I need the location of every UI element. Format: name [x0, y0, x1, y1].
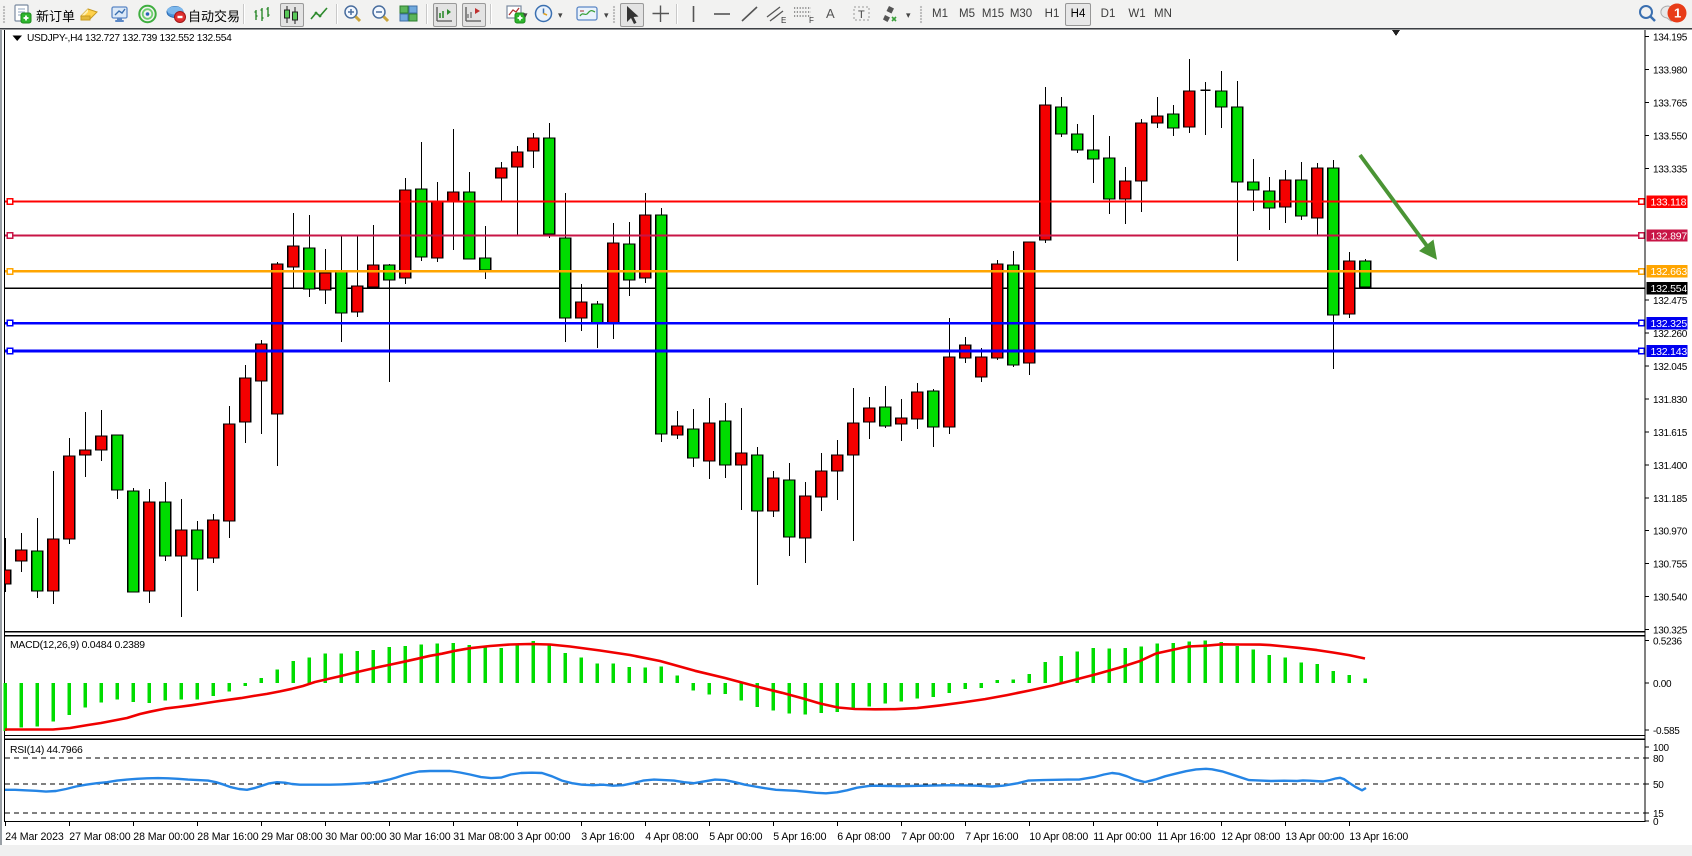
- svg-text:0.5236: 0.5236: [1653, 636, 1683, 647]
- svg-text:11 Apr 16:00: 11 Apr 16:00: [1157, 831, 1215, 843]
- svg-text:F: F: [809, 16, 814, 25]
- svg-text:27 Mar 08:00: 27 Mar 08:00: [69, 831, 130, 843]
- svg-text:11 Apr 00:00: 11 Apr 00:00: [1093, 831, 1151, 843]
- svg-text:132.663: 132.663: [1651, 266, 1688, 278]
- svg-text:30 Mar 16:00: 30 Mar 16:00: [389, 831, 450, 843]
- svg-text:RSI(14) 44.7966: RSI(14) 44.7966: [10, 745, 83, 756]
- svg-text:131.400: 131.400: [1653, 461, 1688, 472]
- svg-text:12 Apr 08:00: 12 Apr 08:00: [1221, 831, 1280, 843]
- svg-text:10 Apr 08:00: 10 Apr 08:00: [1029, 831, 1088, 843]
- svg-text:6 Apr 08:00: 6 Apr 08:00: [837, 831, 890, 843]
- svg-text:132.325: 132.325: [1651, 318, 1688, 330]
- svg-text:5 Apr 00:00: 5 Apr 00:00: [709, 831, 762, 843]
- svg-text:30 Mar 00:00: 30 Mar 00:00: [325, 831, 386, 843]
- svg-text:133.118: 133.118: [1651, 196, 1687, 208]
- svg-text:USDJPY-,H4 132.727 132.739 13: USDJPY-,H4 132.727 132.739 132.552 132.5…: [27, 33, 232, 44]
- svg-text:131.830: 131.830: [1653, 395, 1688, 406]
- svg-text:3 Apr 16:00: 3 Apr 16:00: [581, 831, 634, 843]
- svg-text:133.335: 133.335: [1653, 164, 1688, 175]
- svg-text:80: 80: [1653, 754, 1664, 765]
- svg-text:132.143: 132.143: [1651, 346, 1688, 358]
- svg-text:133.980: 133.980: [1653, 66, 1688, 77]
- svg-text:31 Mar 08:00: 31 Mar 08:00: [453, 831, 514, 843]
- svg-text:28 Mar 00:00: 28 Mar 00:00: [133, 831, 194, 843]
- svg-text:1: 1: [1674, 6, 1681, 21]
- svg-text:T: T: [858, 9, 865, 21]
- svg-text:13 Apr 16:00: 13 Apr 16:00: [1349, 831, 1408, 843]
- svg-text:50: 50: [1653, 780, 1664, 791]
- svg-text:134.195: 134.195: [1653, 33, 1688, 44]
- svg-text:132.045: 132.045: [1653, 362, 1688, 373]
- svg-text:-0.585: -0.585: [1653, 726, 1680, 737]
- svg-text:131.185: 131.185: [1653, 494, 1688, 505]
- svg-text:131.615: 131.615: [1653, 428, 1688, 439]
- svg-text:7 Apr 00:00: 7 Apr 00:00: [901, 831, 954, 843]
- svg-text:132.475: 132.475: [1653, 296, 1688, 307]
- svg-text:E: E: [781, 16, 786, 25]
- svg-text:0.00: 0.00: [1653, 679, 1672, 690]
- svg-text:133.765: 133.765: [1653, 99, 1688, 110]
- svg-text:130.755: 130.755: [1653, 560, 1688, 571]
- svg-text:3 Apr 00:00: 3 Apr 00:00: [517, 831, 570, 843]
- svg-text:100: 100: [1653, 743, 1670, 754]
- svg-text:130.325: 130.325: [1653, 626, 1688, 637]
- svg-text:132.897: 132.897: [1651, 230, 1688, 242]
- svg-text:24 Mar 2023: 24 Mar 2023: [5, 831, 64, 843]
- svg-text:4 Apr 08:00: 4 Apr 08:00: [645, 831, 698, 843]
- svg-text:130.970: 130.970: [1653, 527, 1688, 538]
- svg-text:133.550: 133.550: [1653, 131, 1688, 142]
- svg-text:15: 15: [1653, 809, 1664, 820]
- svg-text:MACD(12,26,9) 0.0484 0.2389: MACD(12,26,9) 0.0484 0.2389: [10, 640, 145, 651]
- svg-text:132.260: 132.260: [1653, 329, 1688, 340]
- svg-text:13 Apr 00:00: 13 Apr 00:00: [1285, 831, 1344, 843]
- svg-text:130.540: 130.540: [1653, 593, 1688, 604]
- svg-text:132.554: 132.554: [1651, 283, 1688, 295]
- svg-text:0: 0: [1653, 817, 1659, 828]
- svg-text:28 Mar 16:00: 28 Mar 16:00: [197, 831, 258, 843]
- svg-text:7 Apr 16:00: 7 Apr 16:00: [965, 831, 1018, 843]
- svg-text:5 Apr 16:00: 5 Apr 16:00: [773, 831, 826, 843]
- svg-text:29 Mar 08:00: 29 Mar 08:00: [261, 831, 322, 843]
